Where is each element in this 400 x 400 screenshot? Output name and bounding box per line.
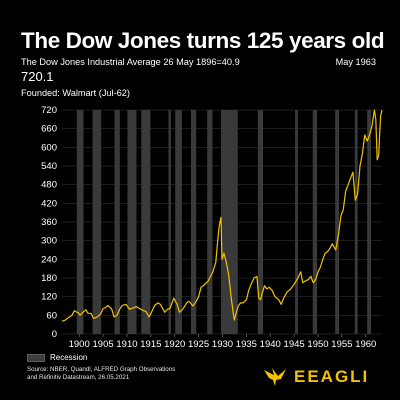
x-tick-label: 1940 <box>260 339 281 350</box>
eagle-icon <box>264 368 286 386</box>
x-axis: 1900 1905 1910 1915 1920 1925 1930 1935 1940 1945… <box>69 334 376 350</box>
y-tick-label: 720 <box>41 105 57 116</box>
source-line-2: and Refinitiv Datastream, 26.05.2021 <box>27 374 130 381</box>
y-tick-label: 360 <box>41 217 57 228</box>
y-tick-label: 600 <box>41 142 57 153</box>
x-tick-label: 1935 <box>236 339 257 350</box>
source-line-1: Source: NBER, Quandl, ALFRED Graph Obser… <box>27 366 176 373</box>
founded-annotation: Founded: Walmart (Jul-62) <box>21 88 130 98</box>
y-tick-label: 540 <box>41 161 57 172</box>
y-tick-label: 420 <box>41 198 57 209</box>
chart-title: The Dow Jones turns 125 years old <box>21 28 385 53</box>
x-tick-label: 1905 <box>93 339 114 350</box>
y-tick-label: 120 <box>41 292 57 303</box>
recession-swatch <box>27 353 45 362</box>
y-tick-label: 480 <box>41 180 57 191</box>
y-tick-label: 180 <box>41 273 57 284</box>
source-note: Source: NBER, Quandl, ALFRED Graph Obser… <box>27 366 217 382</box>
x-tick-label: 1900 <box>69 339 90 350</box>
x-tick-label: 1950 <box>307 339 328 350</box>
x-tick-label: 1945 <box>284 339 305 350</box>
y-tick-label: 300 <box>41 236 57 247</box>
current-date: May 1963 <box>335 57 376 67</box>
x-tick-label: 1930 <box>212 339 233 350</box>
dow-jones-chart: 0 60 120 180 240 300 360 420 480 540 600 660 720 190… <box>41 105 383 350</box>
y-tick-label: 240 <box>41 254 57 265</box>
x-tick-label: 1960 <box>355 339 376 350</box>
y-tick-label: 660 <box>41 124 57 135</box>
legend: Recession <box>27 353 87 362</box>
y-axis: 0 60 120 180 240 300 360 420 480 540 600 660 720 <box>41 105 57 340</box>
x-tick-label: 1910 <box>116 339 137 350</box>
y-tick-label: 60 <box>46 310 57 321</box>
chart-subtitle: The Dow Jones Industrial Average 26 May … <box>21 57 240 67</box>
x-tick-label: 1915 <box>140 339 161 350</box>
x-tick-label: 1920 <box>164 339 185 350</box>
dow-jones-line <box>61 109 383 322</box>
x-tick-label: 1925 <box>188 339 209 350</box>
recession-label: Recession <box>50 353 88 362</box>
current-value: 720.1 <box>21 69 54 84</box>
x-tick-label: 1955 <box>331 339 352 350</box>
y-tick-label: 0 <box>52 329 57 340</box>
brand-name: EEAGLI <box>294 367 370 386</box>
brand: EEAGLI <box>262 366 369 388</box>
